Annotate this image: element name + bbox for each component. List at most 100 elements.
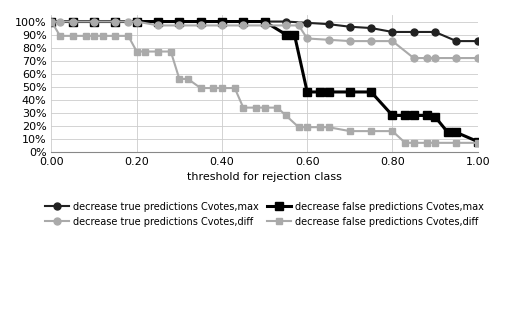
decrease false predictions Cvotes,max (475, 140, 481, 143)
decrease true predictions Cvotes,max (198, 20, 204, 23)
decrease false predictions Cvotes,max (112, 20, 119, 23)
decrease false predictions Cvotes,diff (198, 86, 204, 90)
decrease true predictions Cvotes,max (49, 20, 55, 23)
decrease true predictions Cvotes,max (432, 30, 438, 34)
decrease true predictions Cvotes,max (240, 20, 246, 23)
decrease true predictions Cvotes,max (304, 21, 310, 25)
decrease true predictions Cvotes,max (262, 20, 268, 23)
decrease true predictions Cvotes,diff (57, 20, 63, 23)
Line: decrease true predictions Cvotes,diff: decrease true predictions Cvotes,diff (48, 18, 481, 61)
decrease false predictions Cvotes,diff (424, 141, 430, 145)
decrease false predictions Cvotes,max (292, 33, 298, 36)
decrease false predictions Cvotes,max (432, 115, 438, 119)
decrease false predictions Cvotes,diff (347, 129, 353, 133)
decrease false predictions Cvotes,max (424, 114, 430, 117)
decrease false predictions Cvotes,diff (70, 34, 76, 38)
decrease false predictions Cvotes,diff (57, 34, 63, 38)
decrease true predictions Cvotes,diff (453, 56, 459, 60)
decrease false predictions Cvotes,diff (411, 141, 417, 145)
decrease false predictions Cvotes,diff (83, 34, 89, 38)
decrease false predictions Cvotes,diff (125, 34, 131, 38)
decrease false predictions Cvotes,diff (275, 106, 281, 109)
decrease false predictions Cvotes,diff (49, 20, 55, 23)
decrease false predictions Cvotes,max (368, 90, 374, 94)
Line: decrease false predictions Cvotes,max: decrease false predictions Cvotes,max (47, 17, 482, 146)
Line: decrease true predictions Cvotes,max: decrease true predictions Cvotes,max (48, 18, 481, 44)
decrease true predictions Cvotes,diff (390, 39, 396, 43)
decrease false predictions Cvotes,max (176, 20, 183, 23)
decrease false predictions Cvotes,diff (317, 125, 323, 129)
decrease false predictions Cvotes,diff (432, 141, 438, 145)
decrease false predictions Cvotes,max (262, 20, 268, 23)
X-axis label: threshold for rejection class: threshold for rejection class (187, 172, 342, 182)
decrease false predictions Cvotes,diff (91, 34, 97, 38)
Line: decrease false predictions Cvotes,diff: decrease false predictions Cvotes,diff (48, 18, 481, 146)
decrease true predictions Cvotes,max (134, 20, 140, 23)
decrease true predictions Cvotes,diff (296, 23, 302, 27)
decrease false predictions Cvotes,diff (368, 129, 374, 133)
decrease true predictions Cvotes,max (219, 20, 225, 23)
decrease false predictions Cvotes,max (240, 20, 246, 23)
decrease true predictions Cvotes,diff (219, 23, 225, 27)
decrease true predictions Cvotes,diff (112, 20, 119, 23)
decrease true predictions Cvotes,max (283, 20, 289, 23)
decrease false predictions Cvotes,diff (155, 50, 161, 53)
decrease true predictions Cvotes,diff (134, 20, 140, 23)
decrease false predictions Cvotes,max (304, 90, 310, 94)
decrease true predictions Cvotes,max (411, 30, 417, 34)
decrease true predictions Cvotes,diff (49, 20, 55, 23)
decrease false predictions Cvotes,max (155, 20, 161, 23)
decrease false predictions Cvotes,diff (390, 129, 396, 133)
decrease true predictions Cvotes,diff (155, 23, 161, 27)
decrease false predictions Cvotes,max (326, 90, 332, 94)
decrease true predictions Cvotes,max (326, 22, 332, 26)
decrease false predictions Cvotes,max (317, 90, 323, 94)
decrease false predictions Cvotes,max (347, 90, 353, 94)
decrease true predictions Cvotes,diff (368, 39, 374, 43)
decrease true predictions Cvotes,max (155, 20, 161, 23)
decrease false predictions Cvotes,diff (253, 106, 259, 109)
decrease true predictions Cvotes,diff (411, 56, 417, 60)
decrease false predictions Cvotes,max (198, 20, 204, 23)
decrease true predictions Cvotes,diff (283, 23, 289, 27)
decrease true predictions Cvotes,diff (70, 20, 76, 23)
decrease true predictions Cvotes,diff (326, 38, 332, 42)
decrease false predictions Cvotes,diff (475, 141, 481, 145)
decrease true predictions Cvotes,max (91, 20, 97, 23)
decrease true predictions Cvotes,diff (240, 23, 246, 27)
decrease true predictions Cvotes,max (70, 20, 76, 23)
decrease true predictions Cvotes,max (390, 30, 396, 34)
decrease false predictions Cvotes,max (283, 33, 289, 36)
decrease false predictions Cvotes,diff (304, 125, 310, 129)
decrease false predictions Cvotes,max (453, 131, 459, 134)
decrease false predictions Cvotes,max (445, 131, 451, 134)
decrease false predictions Cvotes,max (402, 114, 408, 117)
decrease false predictions Cvotes,diff (402, 141, 408, 145)
decrease false predictions Cvotes,diff (176, 77, 183, 81)
decrease true predictions Cvotes,max (475, 39, 481, 43)
decrease false predictions Cvotes,diff (134, 50, 140, 53)
decrease false predictions Cvotes,diff (240, 106, 246, 109)
decrease false predictions Cvotes,diff (211, 86, 217, 90)
decrease false predictions Cvotes,diff (142, 50, 148, 53)
decrease false predictions Cvotes,max (70, 20, 76, 23)
decrease true predictions Cvotes,diff (304, 36, 310, 40)
decrease false predictions Cvotes,max (390, 114, 396, 117)
decrease true predictions Cvotes,diff (262, 23, 268, 27)
decrease true predictions Cvotes,max (453, 39, 459, 43)
decrease true predictions Cvotes,max (347, 25, 353, 29)
decrease false predictions Cvotes,diff (100, 34, 106, 38)
decrease true predictions Cvotes,diff (176, 23, 183, 27)
decrease false predictions Cvotes,max (134, 20, 140, 23)
decrease false predictions Cvotes,diff (112, 34, 119, 38)
decrease true predictions Cvotes,diff (475, 56, 481, 60)
decrease false predictions Cvotes,diff (219, 86, 225, 90)
decrease false predictions Cvotes,diff (262, 106, 268, 109)
decrease false predictions Cvotes,max (49, 20, 55, 23)
decrease false predictions Cvotes,diff (453, 141, 459, 145)
decrease true predictions Cvotes,max (176, 20, 183, 23)
decrease false predictions Cvotes,diff (326, 125, 332, 129)
decrease false predictions Cvotes,max (411, 114, 417, 117)
decrease true predictions Cvotes,diff (198, 23, 204, 27)
decrease true predictions Cvotes,diff (125, 20, 131, 23)
